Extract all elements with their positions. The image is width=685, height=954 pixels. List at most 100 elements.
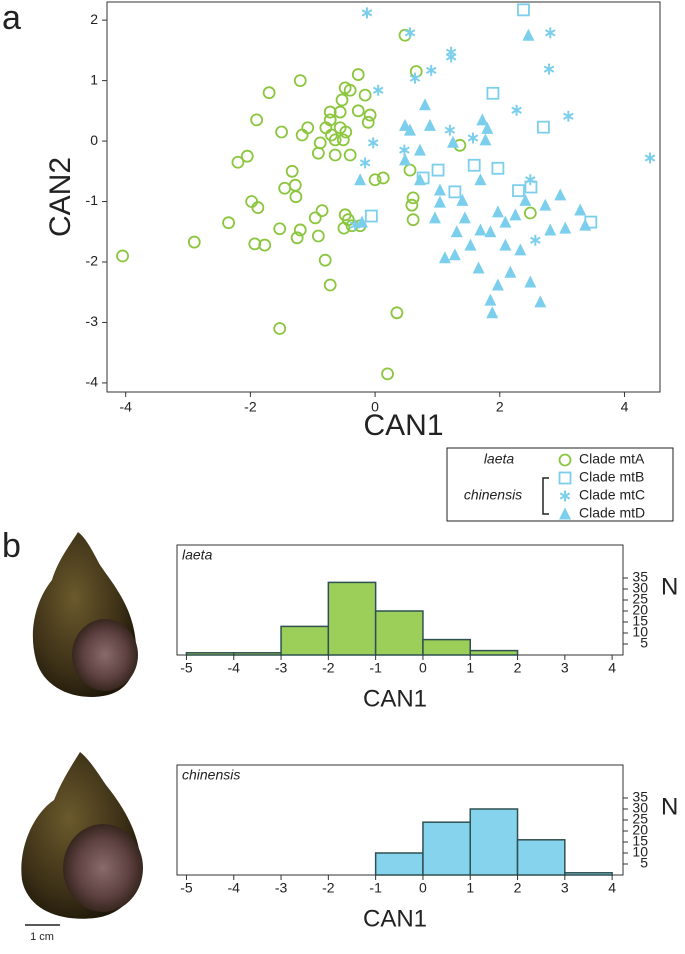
point — [448, 185, 462, 199]
point — [517, 3, 530, 17]
point — [543, 63, 555, 75]
bar — [516, 839, 566, 876]
point — [368, 173, 382, 187]
point — [544, 27, 556, 39]
y-tick-label: 30 — [632, 800, 648, 816]
x-axis-label: CAN1 — [363, 905, 427, 932]
point — [574, 203, 587, 216]
y-tick-label: 20 — [632, 602, 648, 618]
point — [308, 211, 322, 225]
point — [525, 174, 536, 186]
point — [519, 193, 532, 206]
panel-label: a — [2, 0, 21, 37]
point — [336, 133, 350, 147]
legend-label: Clade mtC — [579, 487, 645, 503]
y-tick-label: 10 — [632, 624, 648, 640]
point — [187, 235, 201, 249]
bar — [280, 625, 330, 656]
point — [464, 238, 477, 251]
bar — [327, 581, 377, 656]
point — [335, 93, 349, 107]
y-tick-label: 25 — [632, 591, 648, 607]
x-tick-label: 4 — [621, 399, 629, 415]
point — [491, 205, 504, 218]
point — [409, 72, 421, 84]
point — [499, 215, 512, 228]
point — [333, 105, 347, 119]
point — [484, 225, 497, 238]
legend-label: Clade mtD — [579, 505, 645, 521]
point — [390, 306, 404, 320]
point — [450, 225, 463, 238]
x-tick-label: 4 — [608, 660, 616, 676]
point — [343, 148, 357, 162]
point — [481, 121, 494, 134]
point — [339, 125, 353, 139]
point — [258, 238, 272, 252]
point — [222, 216, 235, 230]
y-tick-label: 35 — [632, 789, 648, 805]
point — [514, 243, 527, 256]
point — [445, 51, 457, 63]
point — [413, 143, 426, 156]
x-tick-label: -4 — [119, 399, 132, 415]
point — [328, 133, 342, 147]
point — [476, 113, 489, 126]
x-tick-label: 0 — [419, 660, 427, 676]
legend-label: Clade mtA — [579, 451, 645, 467]
point — [399, 153, 412, 166]
hist-title: laeta — [182, 547, 213, 563]
point — [474, 173, 487, 186]
x-axis-label: CAN1 — [363, 685, 427, 712]
point — [358, 88, 372, 102]
point — [290, 231, 304, 245]
x-tick-label: -3 — [275, 880, 288, 896]
x-tick-label: 2 — [514, 880, 522, 896]
point — [467, 158, 481, 172]
point — [354, 173, 367, 186]
point — [448, 248, 461, 261]
point — [364, 209, 378, 223]
point — [431, 163, 445, 177]
x-tick-label: 3 — [561, 660, 569, 676]
point — [554, 188, 567, 201]
x-tick-label: -3 — [275, 660, 288, 676]
legend-marker — [559, 490, 571, 502]
hist-title: chinensis — [182, 767, 240, 783]
point — [313, 136, 327, 150]
point — [403, 123, 416, 136]
point — [275, 125, 288, 139]
point — [523, 206, 537, 220]
point — [563, 110, 574, 122]
y-tick-label: 35 — [632, 569, 648, 585]
bar — [233, 652, 282, 656]
bar — [422, 638, 471, 656]
point — [293, 223, 307, 237]
point — [491, 278, 504, 291]
snail-photo — [21, 752, 143, 919]
y-tick-label: 15 — [632, 833, 648, 849]
y-axis-label: N — [661, 573, 678, 600]
y-tick-label: 25 — [632, 811, 648, 827]
point — [289, 190, 303, 204]
legend-group: chinensis — [464, 487, 522, 503]
x-tick-label: -4 — [228, 880, 241, 896]
point — [273, 322, 287, 335]
point — [323, 113, 337, 127]
y-axis-label: CAN2 — [44, 157, 77, 237]
y-tick-label: 30 — [632, 580, 648, 596]
point — [363, 108, 377, 122]
point — [301, 121, 315, 135]
point — [474, 223, 487, 236]
point — [522, 28, 535, 41]
legend-group: laeta — [484, 451, 515, 467]
point — [399, 144, 410, 156]
point — [644, 152, 656, 164]
panel-label: b — [2, 527, 21, 565]
y-tick-label: 10 — [632, 844, 648, 860]
point — [433, 195, 446, 208]
point — [512, 184, 525, 198]
point — [579, 218, 592, 231]
point — [409, 65, 423, 78]
